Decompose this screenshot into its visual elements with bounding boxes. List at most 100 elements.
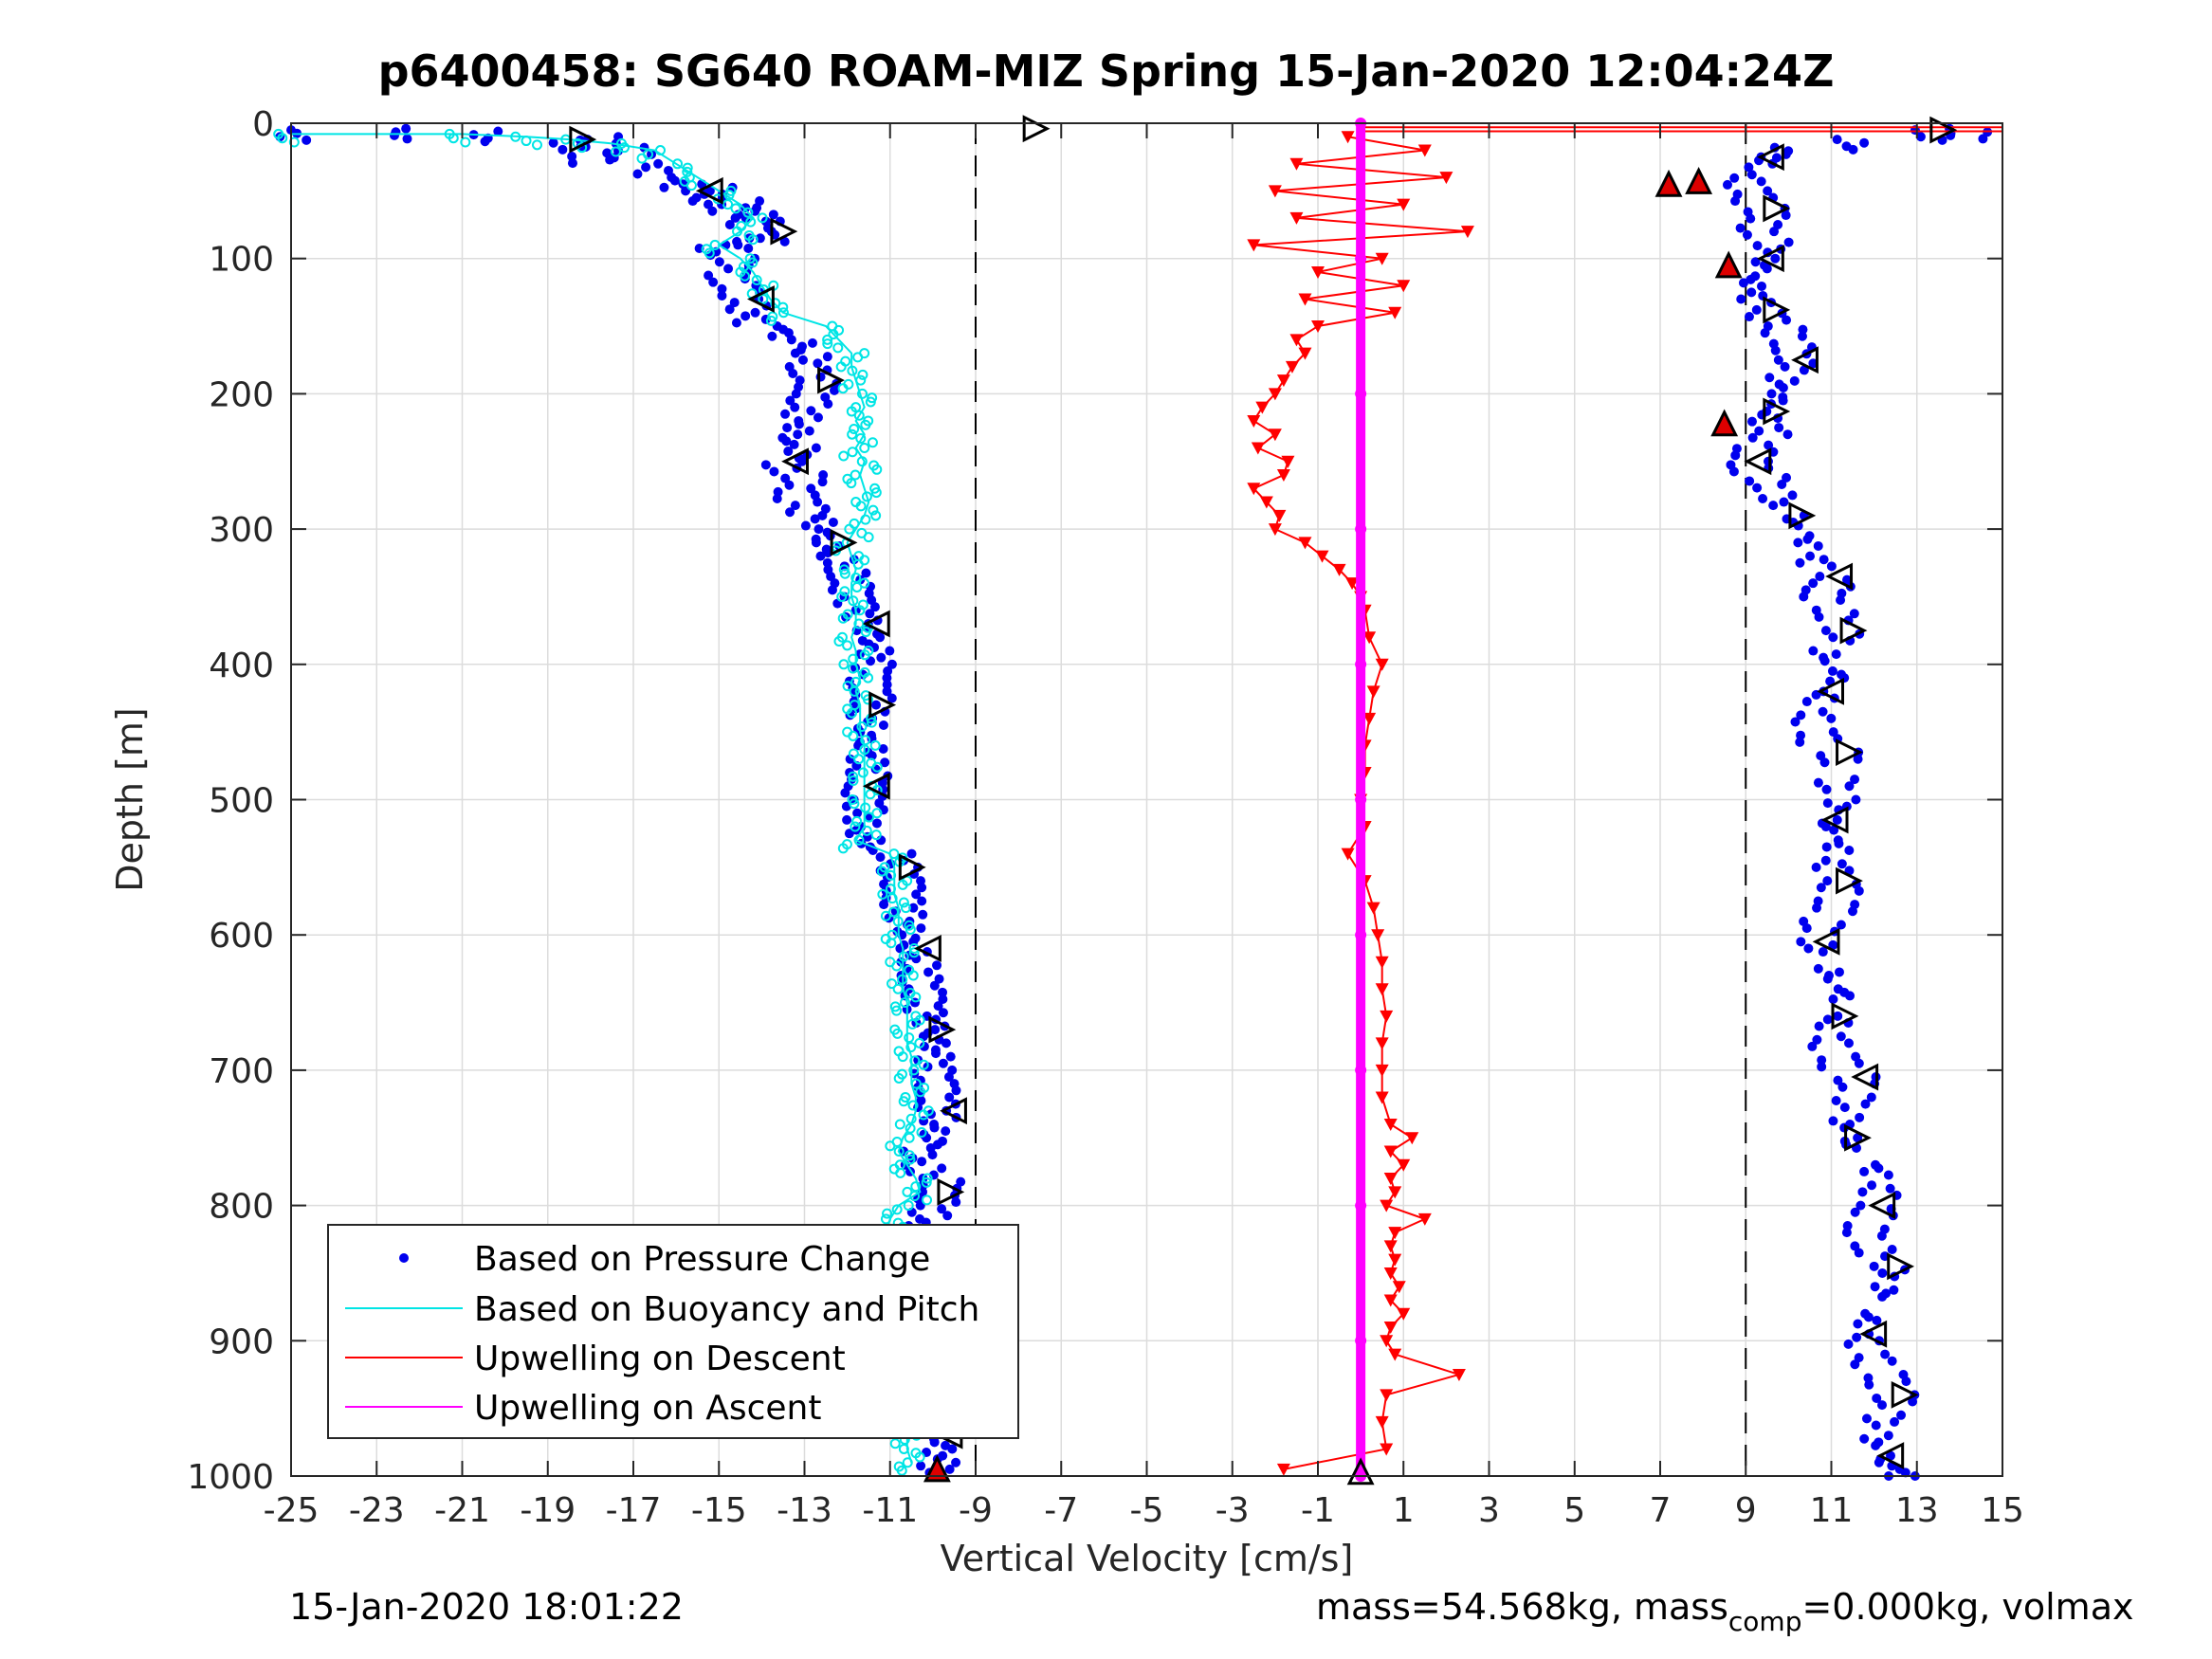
- buoyancy-point: [922, 1173, 933, 1184]
- buoyancy-point: [904, 1132, 915, 1143]
- turn-marker: [1844, 1123, 1872, 1152]
- pressure-point: [1860, 1099, 1871, 1109]
- buoyancy-point: [886, 869, 897, 881]
- pressure-point: [1793, 538, 1803, 548]
- pressure-point: [1752, 241, 1763, 251]
- buoyancy-point: [277, 133, 288, 144]
- buoyancy-point: [837, 383, 849, 394]
- buoyancy-point: [865, 396, 876, 408]
- x-tick-label: -17: [606, 1491, 662, 1530]
- buoyancy-point: [848, 775, 859, 787]
- pressure-point: [1812, 1034, 1822, 1045]
- buoyancy-point: [850, 676, 862, 687]
- y-tick-label: 800: [209, 1188, 274, 1227]
- pressure-point: [951, 1085, 961, 1096]
- pressure-point: [794, 419, 804, 429]
- pressure-point: [1766, 389, 1777, 399]
- descent-point: [1388, 1253, 1402, 1267]
- buoyancy-point: [900, 997, 911, 1009]
- descent-point: [1439, 172, 1453, 185]
- pressure-point: [687, 196, 698, 207]
- pressure-point: [917, 896, 927, 906]
- descent-point: [1366, 902, 1380, 915]
- legend: Based on Pressure Change Based on Buoyanc…: [327, 1224, 1019, 1439]
- pressure-point: [882, 673, 892, 684]
- buoyancy-point: [849, 424, 860, 435]
- pressure-point: [1874, 1457, 1884, 1468]
- pressure-point: [1758, 493, 1768, 503]
- grid-lines: [290, 122, 2003, 1477]
- descent-point: [1383, 1322, 1398, 1335]
- pressure-point: [951, 1457, 961, 1468]
- descent-point: [1247, 483, 1261, 496]
- turn-marker: [781, 447, 809, 476]
- buoyancy-point: [747, 234, 759, 246]
- pressure-point: [944, 1092, 955, 1103]
- pressure-point: [1833, 1011, 1843, 1021]
- buoyancy-point: [887, 893, 898, 904]
- buoyancy-point: [839, 586, 850, 597]
- pressure-point: [1822, 876, 1833, 886]
- pressure-point: [1819, 757, 1830, 768]
- pressure-point: [782, 423, 793, 433]
- pressure-point: [937, 1163, 947, 1174]
- pressure-point: [1822, 974, 1833, 984]
- red-marker: [1685, 167, 1713, 194]
- pressure-point: [917, 883, 927, 893]
- descent-point: [1380, 1443, 1394, 1456]
- pressure-point: [1746, 213, 1756, 224]
- pressure-point: [882, 680, 892, 690]
- pressure-point: [1807, 1041, 1818, 1051]
- pressure-point: [844, 829, 854, 839]
- pressure-point: [1874, 1163, 1884, 1174]
- pressure-point: [814, 524, 824, 535]
- buoyancy-point: [863, 532, 874, 543]
- pressure-point: [1745, 476, 1755, 486]
- buoyancy-point: [745, 216, 757, 228]
- turn-marker: [940, 1097, 967, 1125]
- x-tick-label: 15: [1981, 1491, 2024, 1530]
- buoyancy-point: [862, 694, 873, 705]
- pressure-point: [815, 372, 826, 382]
- pressure-point: [1857, 1187, 1868, 1197]
- pressure-point: [1799, 365, 1809, 375]
- pressure-point: [724, 304, 735, 315]
- legend-swatch: [399, 1253, 409, 1263]
- buoyancy-point: [852, 558, 864, 570]
- pressure-point: [931, 1048, 941, 1059]
- descent-point: [1268, 428, 1282, 442]
- x-tick-label: -9: [959, 1491, 993, 1530]
- pressure-point: [567, 158, 577, 169]
- pressure-point: [842, 814, 852, 825]
- buoyancy-point: [906, 1018, 918, 1030]
- buoyancy-point: [742, 207, 754, 218]
- pressure-point: [1847, 906, 1857, 917]
- descent-point: [1375, 983, 1389, 996]
- turn-marker: [1839, 616, 1868, 645]
- x-tick-label: -23: [349, 1491, 405, 1530]
- pressure-point: [930, 1025, 941, 1035]
- buoyancy-point: [837, 612, 849, 624]
- buoyancy-point: [857, 767, 868, 778]
- descent-point: [1380, 1010, 1394, 1023]
- descent-point: [1341, 848, 1355, 861]
- ascent-point: [1355, 523, 1367, 536]
- pressure-point: [791, 389, 801, 399]
- pressure-point: [947, 1444, 958, 1454]
- pressure-point: [1821, 784, 1832, 794]
- pressure-point: [707, 206, 718, 216]
- x-tick-label: -7: [1044, 1491, 1078, 1530]
- buoyancy-point: [839, 568, 850, 579]
- buoyancy-point: [751, 275, 762, 286]
- pressure-point: [1821, 842, 1832, 852]
- pressure-point: [1781, 210, 1791, 221]
- buoyancy-point: [850, 572, 862, 583]
- pressure-point: [845, 754, 855, 764]
- descent-point: [1375, 1415, 1389, 1429]
- x-tick-label: -1: [1301, 1491, 1335, 1530]
- buoyancy-point: [838, 659, 850, 670]
- buoyancy-point: [850, 821, 861, 832]
- pressure-point: [945, 1051, 956, 1062]
- pressure-point: [1789, 375, 1800, 386]
- pressure-point: [669, 175, 680, 186]
